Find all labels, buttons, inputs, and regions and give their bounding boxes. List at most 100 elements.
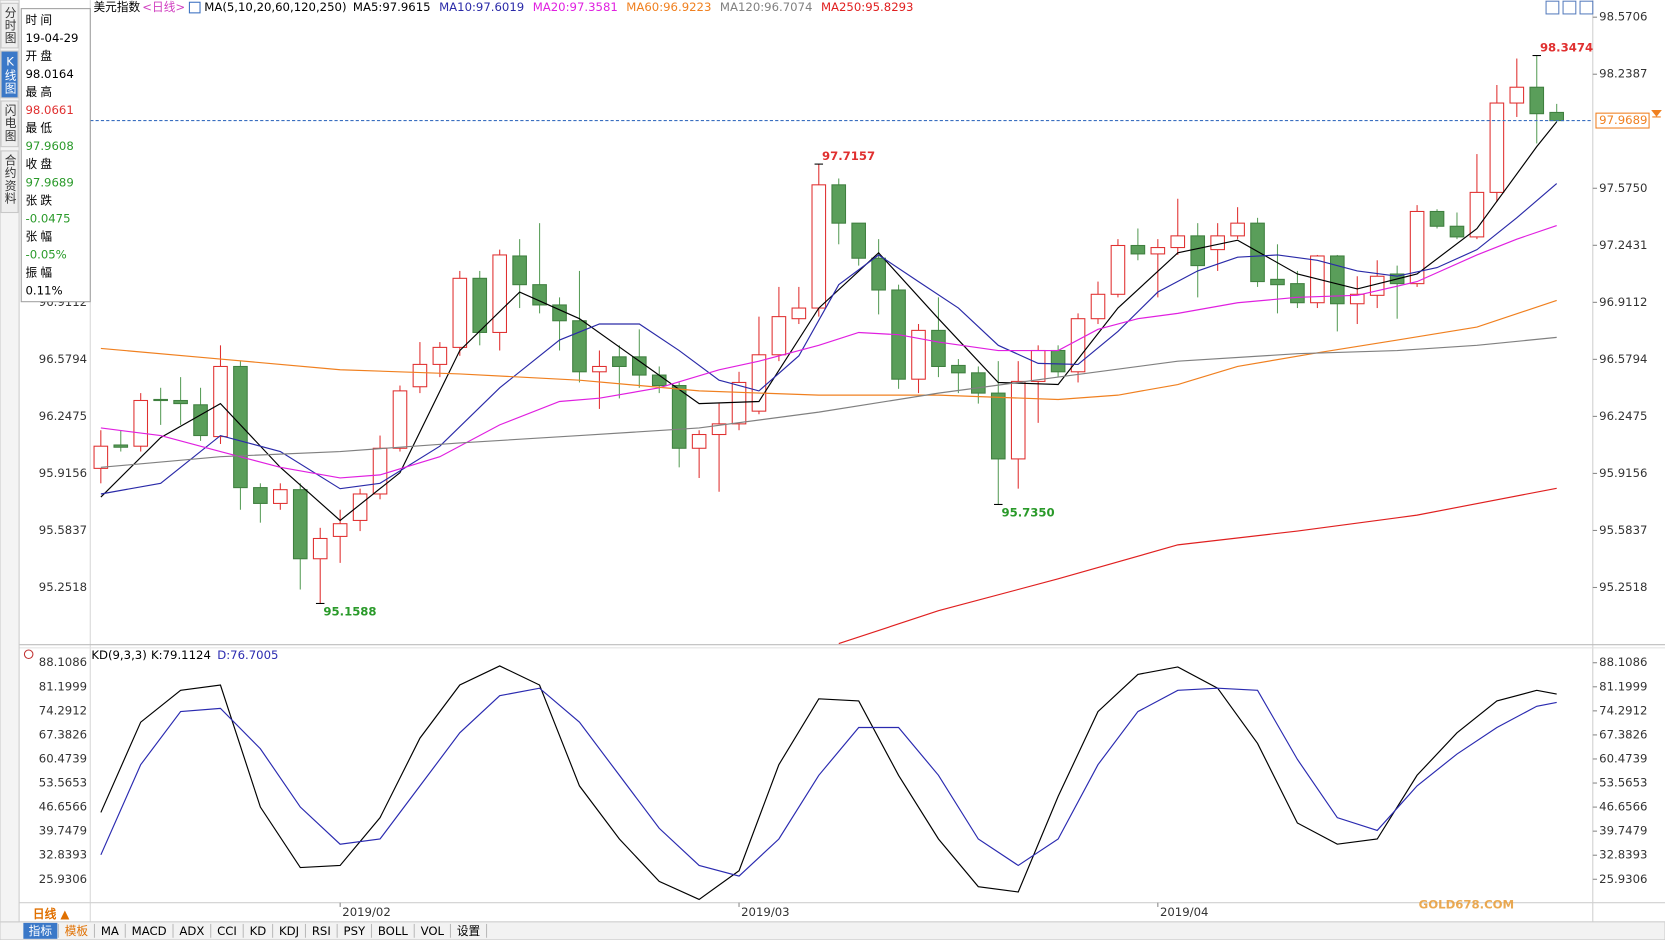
toolbar-tab[interactable]: BOLL <box>373 923 414 939</box>
candle-body <box>791 307 807 320</box>
toolbar-tab[interactable]: VOL <box>415 923 449 939</box>
icon-button[interactable] <box>1562 0 1577 15</box>
toolbar-tab-label[interactable]: RSI <box>312 924 331 938</box>
info-label: 时间 <box>25 13 55 27</box>
y-tick-label: 60.4739 <box>1599 751 1647 765</box>
toolbar-tab-label[interactable]: 指标 <box>29 924 53 938</box>
sidebar-tab[interactable] <box>0 150 19 214</box>
y-tick-label: 98.2387 <box>1599 67 1647 81</box>
toolbar-tab-label[interactable]: PSY <box>344 924 366 938</box>
toolbar-tab[interactable]: CCI <box>212 923 242 939</box>
toolbar-tab-label[interactable]: VOL <box>421 924 445 938</box>
toolbar-tab-label[interactable]: KD <box>250 924 267 938</box>
candle-body <box>612 356 627 367</box>
y-tick-label: 39.7479 <box>1599 824 1647 838</box>
y-tick-label: 98.5706 <box>1599 10 1647 24</box>
y-tick-label-left: 46.6566 <box>39 800 87 814</box>
y-tick-label: 67.3826 <box>1599 727 1647 741</box>
info-value: -0.0475 <box>25 211 70 225</box>
legend-entry: K:79.1124 <box>151 648 211 662</box>
candle-body <box>1150 247 1166 255</box>
settings-icon[interactable] <box>23 649 34 660</box>
toolbar-tab[interactable]: PSY <box>338 923 370 939</box>
candle-body <box>1050 349 1066 373</box>
candle-body <box>173 399 188 405</box>
sidebar-tab-label[interactable]: 合约资料 <box>3 153 17 205</box>
candle-body <box>1230 222 1245 237</box>
candle-body <box>332 523 348 537</box>
candle-body <box>990 392 1006 460</box>
toolbar-tab[interactable]: 模板 <box>59 923 93 939</box>
toolbar-tab-label[interactable]: ADX <box>179 924 204 938</box>
sidebar-tab[interactable] <box>0 2 19 49</box>
y-tick-label-left: 95.2518 <box>39 580 87 594</box>
toolbar-tab-label[interactable]: CCI <box>217 924 237 938</box>
watermark: GOLD678.COM <box>1419 897 1515 911</box>
info-label: 收盘 <box>25 157 55 171</box>
toolbar-tab-label[interactable]: MACD <box>132 924 167 938</box>
series-line <box>100 225 1557 479</box>
plot-area: 98.570698.570698.238798.238797.575097.57… <box>39 10 1650 919</box>
candle-body <box>472 277 488 333</box>
toolbar-tab[interactable]: 设置 <box>452 923 486 939</box>
extreme-label: 95.1588 <box>323 604 376 618</box>
candle-body <box>1270 278 1285 286</box>
period-label: <日线> <box>142 0 185 14</box>
toolbar-tab-bg[interactable] <box>23 922 58 939</box>
toolbar-tab[interactable]: KDJ <box>274 923 305 939</box>
toolbar-tab-label[interactable]: KDJ <box>279 924 299 938</box>
series-line <box>838 487 1557 645</box>
y-tick-label: 53.5653 <box>1599 776 1647 790</box>
toolbar-tab[interactable]: KD <box>244 923 271 939</box>
y-tick-label: 81.1999 <box>1599 679 1647 693</box>
toolbar-tab-label[interactable]: 设置 <box>457 924 481 938</box>
candle-body <box>731 381 747 425</box>
toolbar-tab[interactable]: MACD <box>126 923 172 939</box>
sidebar-tab-label[interactable]: 分时图 <box>3 6 17 44</box>
toolbar-tab[interactable]: ADX <box>174 923 210 939</box>
toolbar-tab[interactable]: MA <box>96 923 125 939</box>
y-tick-label: 97.5750 <box>1599 181 1647 195</box>
toolbar-tab[interactable]: RSI <box>307 923 337 939</box>
y-tick-label-left: 81.1999 <box>39 679 87 693</box>
y-tick-label: 96.2475 <box>1599 409 1647 423</box>
y-tick-label-left: 32.8393 <box>39 848 87 862</box>
series-line <box>100 299 1557 401</box>
info-value: 98.0661 <box>25 103 73 117</box>
candle-body <box>133 399 149 447</box>
icon-button[interactable] <box>1579 0 1594 15</box>
candle-body <box>572 320 587 373</box>
sidebar-tab[interactable] <box>0 50 19 99</box>
period-selector[interactable]: 日线 ▲ <box>33 907 69 921</box>
icon-button[interactable] <box>1545 0 1560 15</box>
toolbar-tab[interactable]: 指标 <box>23 922 58 939</box>
sidebar-tab[interactable] <box>0 100 19 148</box>
candle-body <box>193 404 208 437</box>
chart-header: 美元指数 <日线> MA(5,10,20,60,120,250) KD(9,3,… <box>91 0 913 662</box>
candle-body <box>1469 191 1485 238</box>
candle-body <box>631 356 647 376</box>
series-line <box>100 183 1558 495</box>
series-line <box>100 121 1558 522</box>
ma-icon[interactable] <box>188 1 201 14</box>
toolbar-tab-label[interactable]: 模板 <box>65 924 89 938</box>
candle-body <box>233 365 248 489</box>
kd-title: KD(9,3,3) <box>91 648 146 662</box>
legend-entry: MA120:96.7074 <box>720 0 813 14</box>
candle-body <box>1250 222 1265 283</box>
candle-body <box>1529 86 1545 115</box>
legend-entry: MA250:95.8293 <box>821 0 914 14</box>
toolbar-tab-label[interactable]: MA <box>101 924 119 938</box>
candle-body <box>651 374 667 387</box>
candle-body <box>1429 210 1445 227</box>
y-tick-label: 95.5837 <box>1599 523 1647 537</box>
sidebar-tab-label[interactable]: 闪电图 <box>3 103 17 142</box>
candle-body <box>771 316 787 356</box>
last-price-label: 97.9689 <box>1599 113 1647 127</box>
sidebar-tab-label[interactable]: K线图 <box>3 54 17 95</box>
candle-body <box>1349 293 1365 305</box>
toolbar-tab-label[interactable]: BOLL <box>378 924 408 938</box>
y-tick-label-left: 60.4739 <box>39 751 87 765</box>
